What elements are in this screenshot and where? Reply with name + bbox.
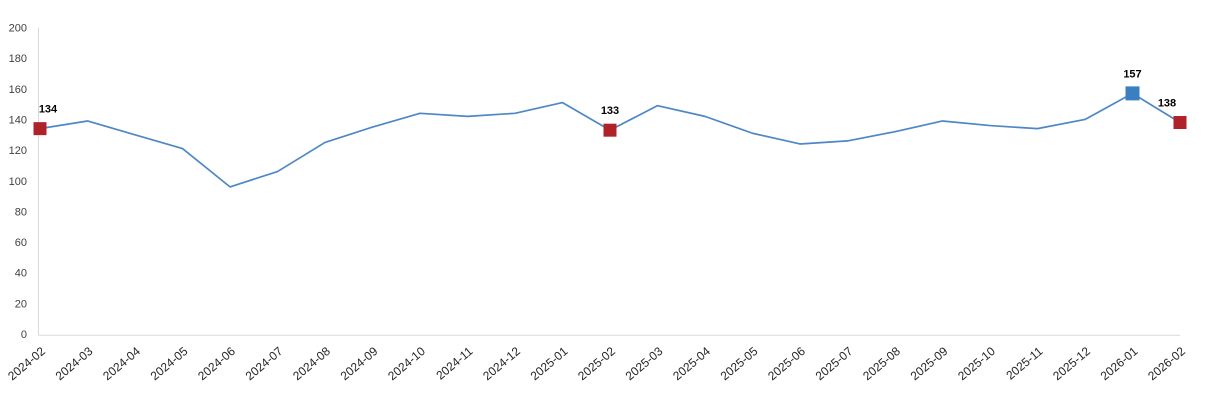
x-tick-label: 2025-02 bbox=[575, 344, 618, 383]
x-tick-label: 2026-01 bbox=[1098, 344, 1141, 383]
highlight-marker-2025-02 bbox=[603, 123, 617, 137]
x-tick-label: 2024-04 bbox=[100, 344, 143, 383]
y-tick-label: 180 bbox=[9, 53, 27, 65]
x-tick-label: 2025-11 bbox=[1003, 344, 1045, 383]
y-tick-label: 80 bbox=[15, 206, 27, 218]
y-tick-label: 0 bbox=[21, 329, 27, 341]
x-tick-label: 2024-06 bbox=[195, 344, 238, 383]
x-tick-label: 2025-04 bbox=[670, 344, 713, 383]
x-tick-label: 2025-08 bbox=[860, 344, 903, 383]
y-tick-label: 20 bbox=[15, 298, 27, 310]
x-tick-label: 2024-05 bbox=[148, 344, 191, 383]
highlight-marker-2026-02 bbox=[1173, 116, 1187, 130]
y-tick-label: 120 bbox=[9, 145, 27, 157]
y-tick-label: 40 bbox=[15, 268, 27, 280]
x-tick-label: 2024-08 bbox=[290, 344, 333, 383]
x-tick-label: 2024-11 bbox=[433, 344, 475, 383]
point-label-2026-02: 138 bbox=[1158, 98, 1176, 110]
x-tick-label: 2026-02 bbox=[1145, 344, 1188, 383]
point-label-2025-02: 133 bbox=[601, 105, 619, 117]
x-tick-label: 2024-12 bbox=[480, 344, 523, 383]
y-tick-label: 200 bbox=[9, 23, 27, 35]
x-tick-label: 2025-09 bbox=[908, 344, 951, 383]
x-tick-label: 2025-06 bbox=[765, 344, 808, 383]
x-tick-label: 2025-10 bbox=[955, 344, 998, 383]
highlight-marker-2024-02 bbox=[33, 122, 47, 136]
y-tick-label: 140 bbox=[9, 114, 27, 126]
x-tick-label: 2025-12 bbox=[1050, 344, 1093, 383]
y-tick-label: 60 bbox=[15, 237, 27, 249]
y-tick-label: 160 bbox=[9, 84, 27, 96]
x-tick-label: 2025-01 bbox=[528, 344, 571, 383]
x-tick-label: 2025-07 bbox=[813, 344, 856, 383]
point-label-2026-01: 157 bbox=[1123, 68, 1141, 80]
x-tick-label: 2024-09 bbox=[338, 344, 381, 383]
point-label-2024-02: 134 bbox=[39, 104, 58, 116]
x-tick-label: 2025-05 bbox=[718, 344, 761, 383]
x-tick-label: 2024-02 bbox=[5, 344, 48, 383]
y-tick-label: 100 bbox=[9, 176, 27, 188]
x-tick-label: 2025-03 bbox=[623, 344, 666, 383]
x-tick-label: 2024-07 bbox=[243, 344, 286, 383]
x-tick-label: 2024-03 bbox=[53, 344, 96, 383]
x-tick-label: 2024-10 bbox=[385, 344, 428, 383]
highlight-marker-2026-01 bbox=[1125, 86, 1140, 101]
